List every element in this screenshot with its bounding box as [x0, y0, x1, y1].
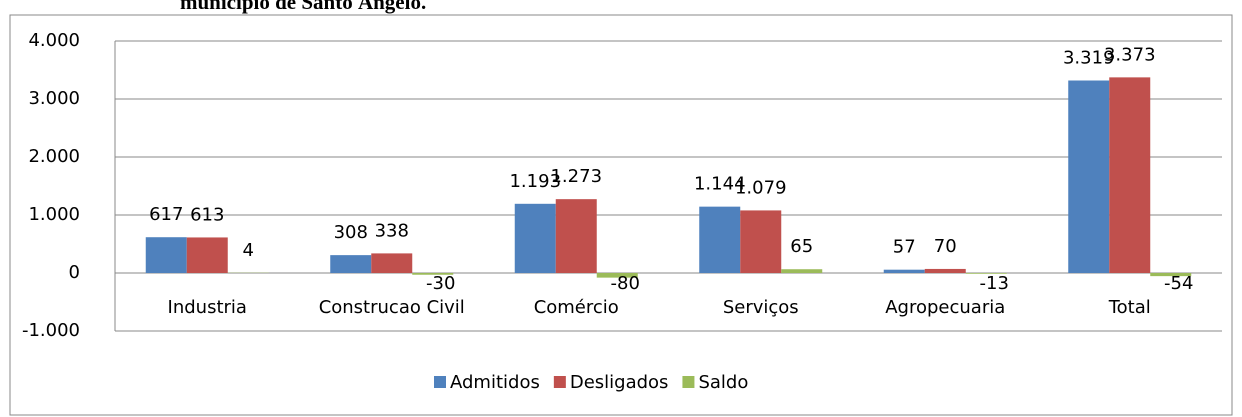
- value-label: 4: [243, 240, 254, 261]
- value-label: 57: [893, 237, 916, 258]
- bar: [1109, 77, 1151, 273]
- y-tick-label: 4.000: [28, 30, 80, 51]
- legend-label: Desligados: [570, 372, 669, 393]
- bar: [1068, 80, 1110, 273]
- value-label: 338: [375, 220, 409, 241]
- value-label: 617: [149, 204, 183, 225]
- x-tick-label: Industria: [168, 297, 247, 318]
- bar: [1150, 273, 1192, 277]
- bar: [596, 273, 638, 278]
- legend-swatch: [553, 376, 566, 388]
- value-label: 613: [190, 204, 224, 225]
- bar: [412, 273, 454, 275]
- bar: [186, 237, 228, 273]
- y-tick-label: -1.000: [22, 320, 80, 341]
- value-label: 3.319: [1063, 47, 1115, 68]
- value-label: 1.079: [735, 177, 787, 198]
- y-tick-label: 3.000: [28, 88, 80, 109]
- x-tick-label: Serviços: [723, 297, 799, 318]
- bar: [514, 203, 556, 273]
- x-tick-label: Construcao Civil: [319, 297, 465, 318]
- value-label: 1.144: [694, 174, 746, 195]
- chart-title: município de Santo Ângelo.: [180, 0, 426, 14]
- bar: [740, 210, 782, 273]
- bar: [555, 199, 597, 273]
- bar: [330, 255, 372, 273]
- value-label: 308: [334, 222, 368, 243]
- bar: [781, 269, 823, 273]
- x-tick-label: Comércio: [534, 297, 619, 318]
- bar: [965, 273, 1007, 274]
- bar: [371, 253, 413, 273]
- value-label: -80: [611, 273, 640, 294]
- x-tick-label: Agropecuaria: [885, 297, 1005, 318]
- bar: [924, 268, 966, 273]
- value-label: 3.373: [1104, 44, 1156, 65]
- value-label: -54: [1164, 273, 1193, 294]
- value-label: 65: [790, 236, 813, 257]
- bar: [883, 269, 925, 273]
- bar: [145, 237, 187, 273]
- value-label: 1.193: [509, 171, 561, 192]
- x-tick-label: Total: [1108, 297, 1151, 318]
- value-label: -30: [426, 273, 455, 294]
- y-tick-label: 0: [69, 262, 80, 283]
- legend-swatch: [434, 376, 446, 388]
- value-label: 1.273: [550, 166, 602, 187]
- legend-label: Saldo: [698, 372, 748, 393]
- legend-swatch: [682, 376, 695, 388]
- y-tick-label: 2.000: [28, 146, 80, 167]
- value-label: 70: [934, 236, 957, 257]
- y-tick-label: 1.000: [28, 204, 80, 225]
- bar: [699, 206, 741, 273]
- legend-label: Admitidos: [450, 372, 540, 393]
- value-label: -13: [980, 273, 1009, 294]
